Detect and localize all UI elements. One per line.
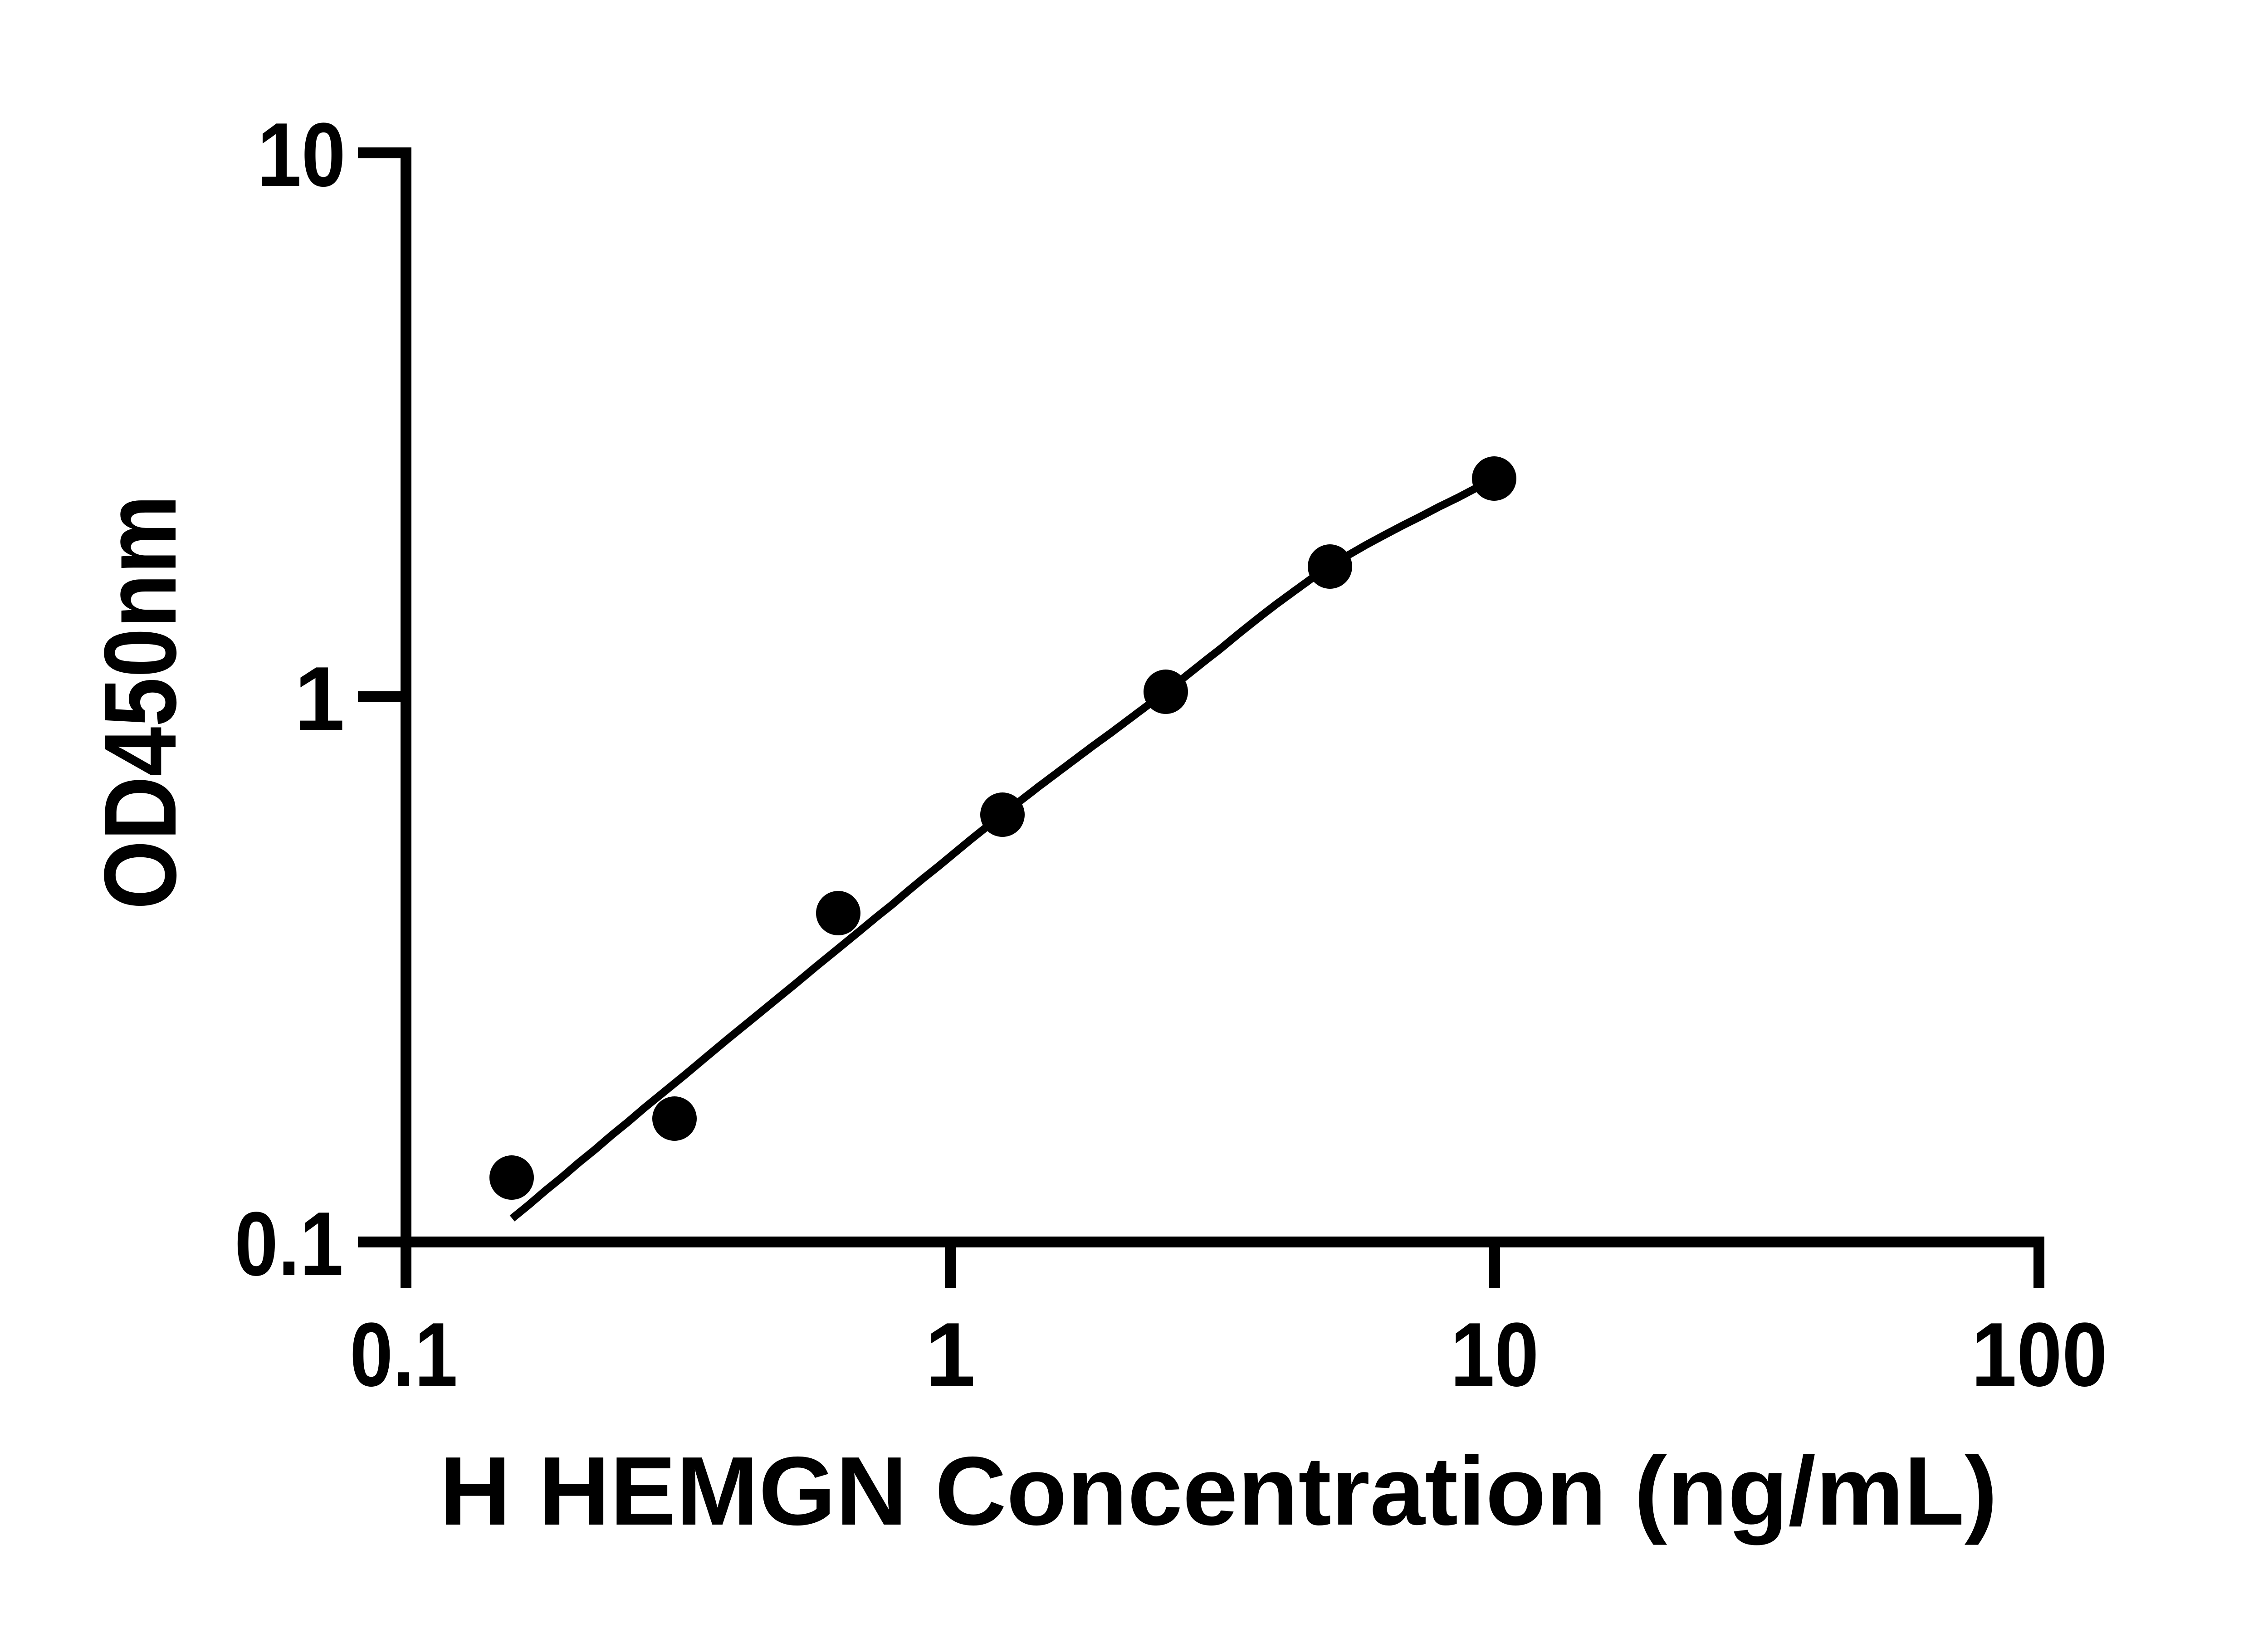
svg-text:10: 10: [257, 104, 346, 205]
svg-text:OD450nm: OD450nm: [83, 495, 197, 909]
svg-text:H HEMGN Concentration (ng/mL): H HEMGN Concentration (ng/mL): [440, 1436, 1998, 1545]
svg-text:10: 10: [1451, 1304, 1539, 1405]
svg-text:0.1: 0.1: [350, 1304, 458, 1405]
svg-text:1: 1: [925, 1304, 975, 1405]
svg-text:1: 1: [294, 648, 345, 749]
svg-text:100: 100: [1971, 1304, 2107, 1405]
svg-text:0.1: 0.1: [235, 1193, 343, 1295]
